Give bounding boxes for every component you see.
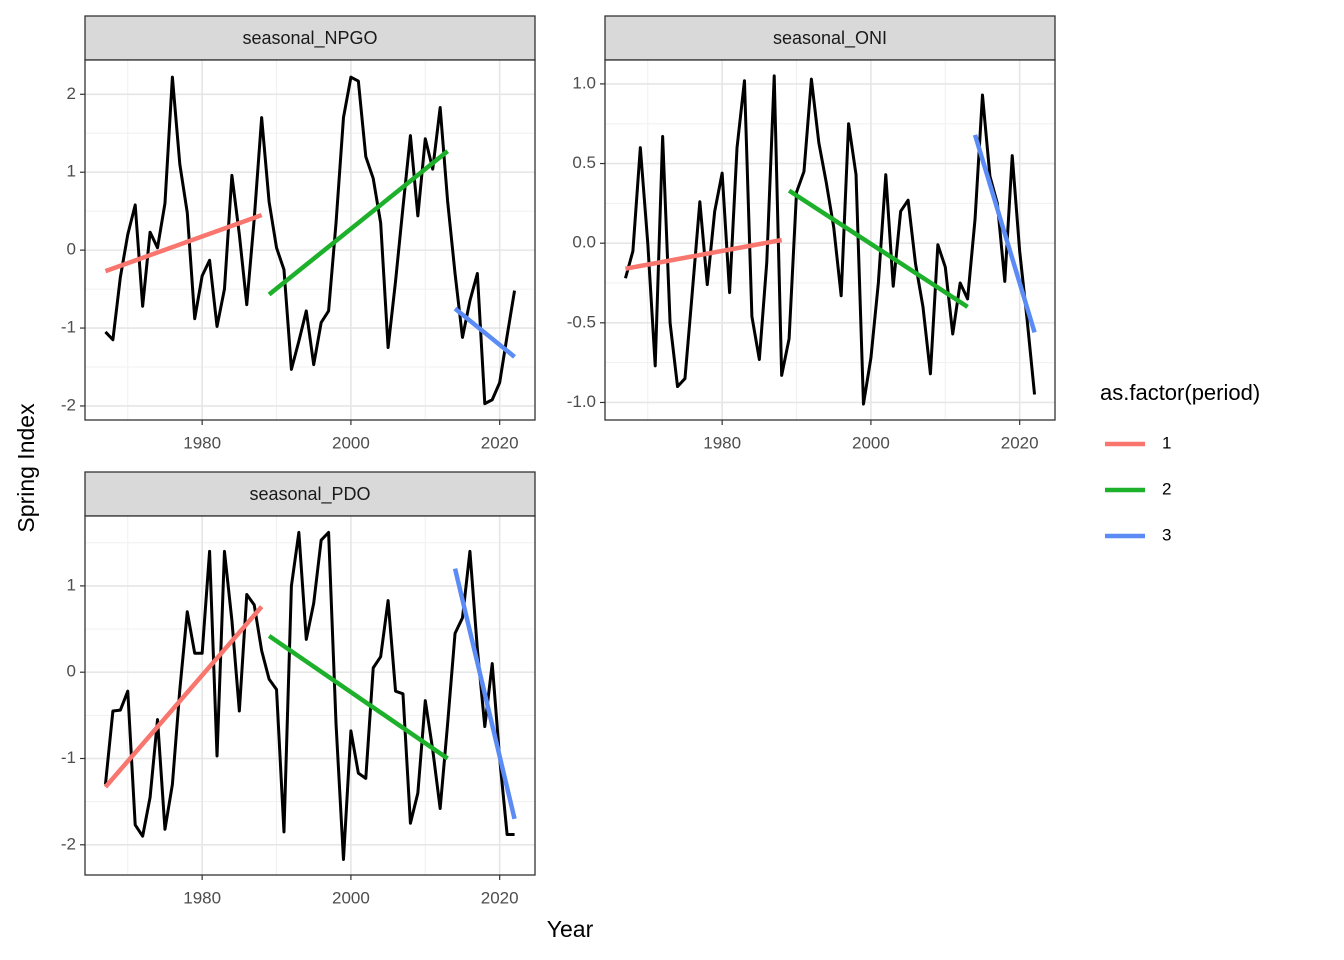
strip-label: seasonal_ONI	[773, 28, 887, 49]
y-tick-label: -2	[61, 395, 76, 414]
legend-label: 2	[1162, 479, 1171, 498]
data-line	[104, 75, 517, 406]
y-tick-label: 1	[67, 575, 76, 594]
trend-line	[453, 306, 516, 359]
trend-line	[972, 134, 1037, 334]
panel-border	[604, 59, 1056, 421]
x-tick-label: 1980	[183, 433, 221, 452]
y-tick-label: -1.0	[567, 392, 596, 411]
y-tick-label: -1	[61, 748, 76, 767]
strip	[84, 15, 536, 61]
y-tick-label: 1.0	[572, 73, 596, 92]
data-line	[624, 74, 1037, 406]
panel-border	[84, 515, 536, 876]
y-tick-label: 2	[67, 84, 76, 103]
trend-line	[452, 568, 517, 820]
trend-line	[267, 149, 450, 297]
x-tick-label: 2000	[332, 888, 370, 907]
y-tick-label: -2	[61, 834, 76, 853]
x-tick-label: 2020	[481, 888, 519, 907]
data-line	[103, 530, 515, 861]
panel-bg	[85, 516, 535, 875]
trend-line	[625, 237, 783, 271]
panel-bg	[605, 60, 1055, 420]
x-tick-label: 2020	[481, 433, 519, 452]
strip-label: seasonal_PDO	[249, 484, 370, 505]
x-axis-title: Year	[547, 916, 594, 942]
trend-line	[267, 634, 449, 761]
legend-title: as.factor(period)	[1100, 380, 1260, 405]
y-tick-label: -1	[61, 318, 76, 337]
y-tick-label: 1	[67, 162, 76, 181]
strip	[604, 15, 1056, 61]
strip-label: seasonal_NPGO	[242, 28, 377, 49]
y-axis-title: Spring Index	[13, 403, 39, 533]
y-tick-label: 0.0	[572, 233, 596, 252]
x-tick-label: 1980	[183, 888, 221, 907]
trend-line	[103, 605, 264, 789]
x-tick-label: 1980	[703, 433, 741, 452]
y-tick-label: 0	[67, 662, 76, 681]
x-tick-label: 2000	[332, 433, 370, 452]
y-tick-label: 0.5	[572, 153, 596, 172]
x-tick-label: 2000	[852, 433, 890, 452]
legend-label: 3	[1162, 525, 1171, 544]
y-tick-label: -0.5	[567, 312, 596, 331]
legend-label: 1	[1162, 433, 1171, 452]
trend-line	[104, 212, 263, 274]
y-tick-label: 0	[67, 240, 76, 259]
x-tick-label: 2020	[1001, 433, 1039, 452]
trend-line	[787, 188, 969, 309]
panel-border	[84, 59, 536, 421]
